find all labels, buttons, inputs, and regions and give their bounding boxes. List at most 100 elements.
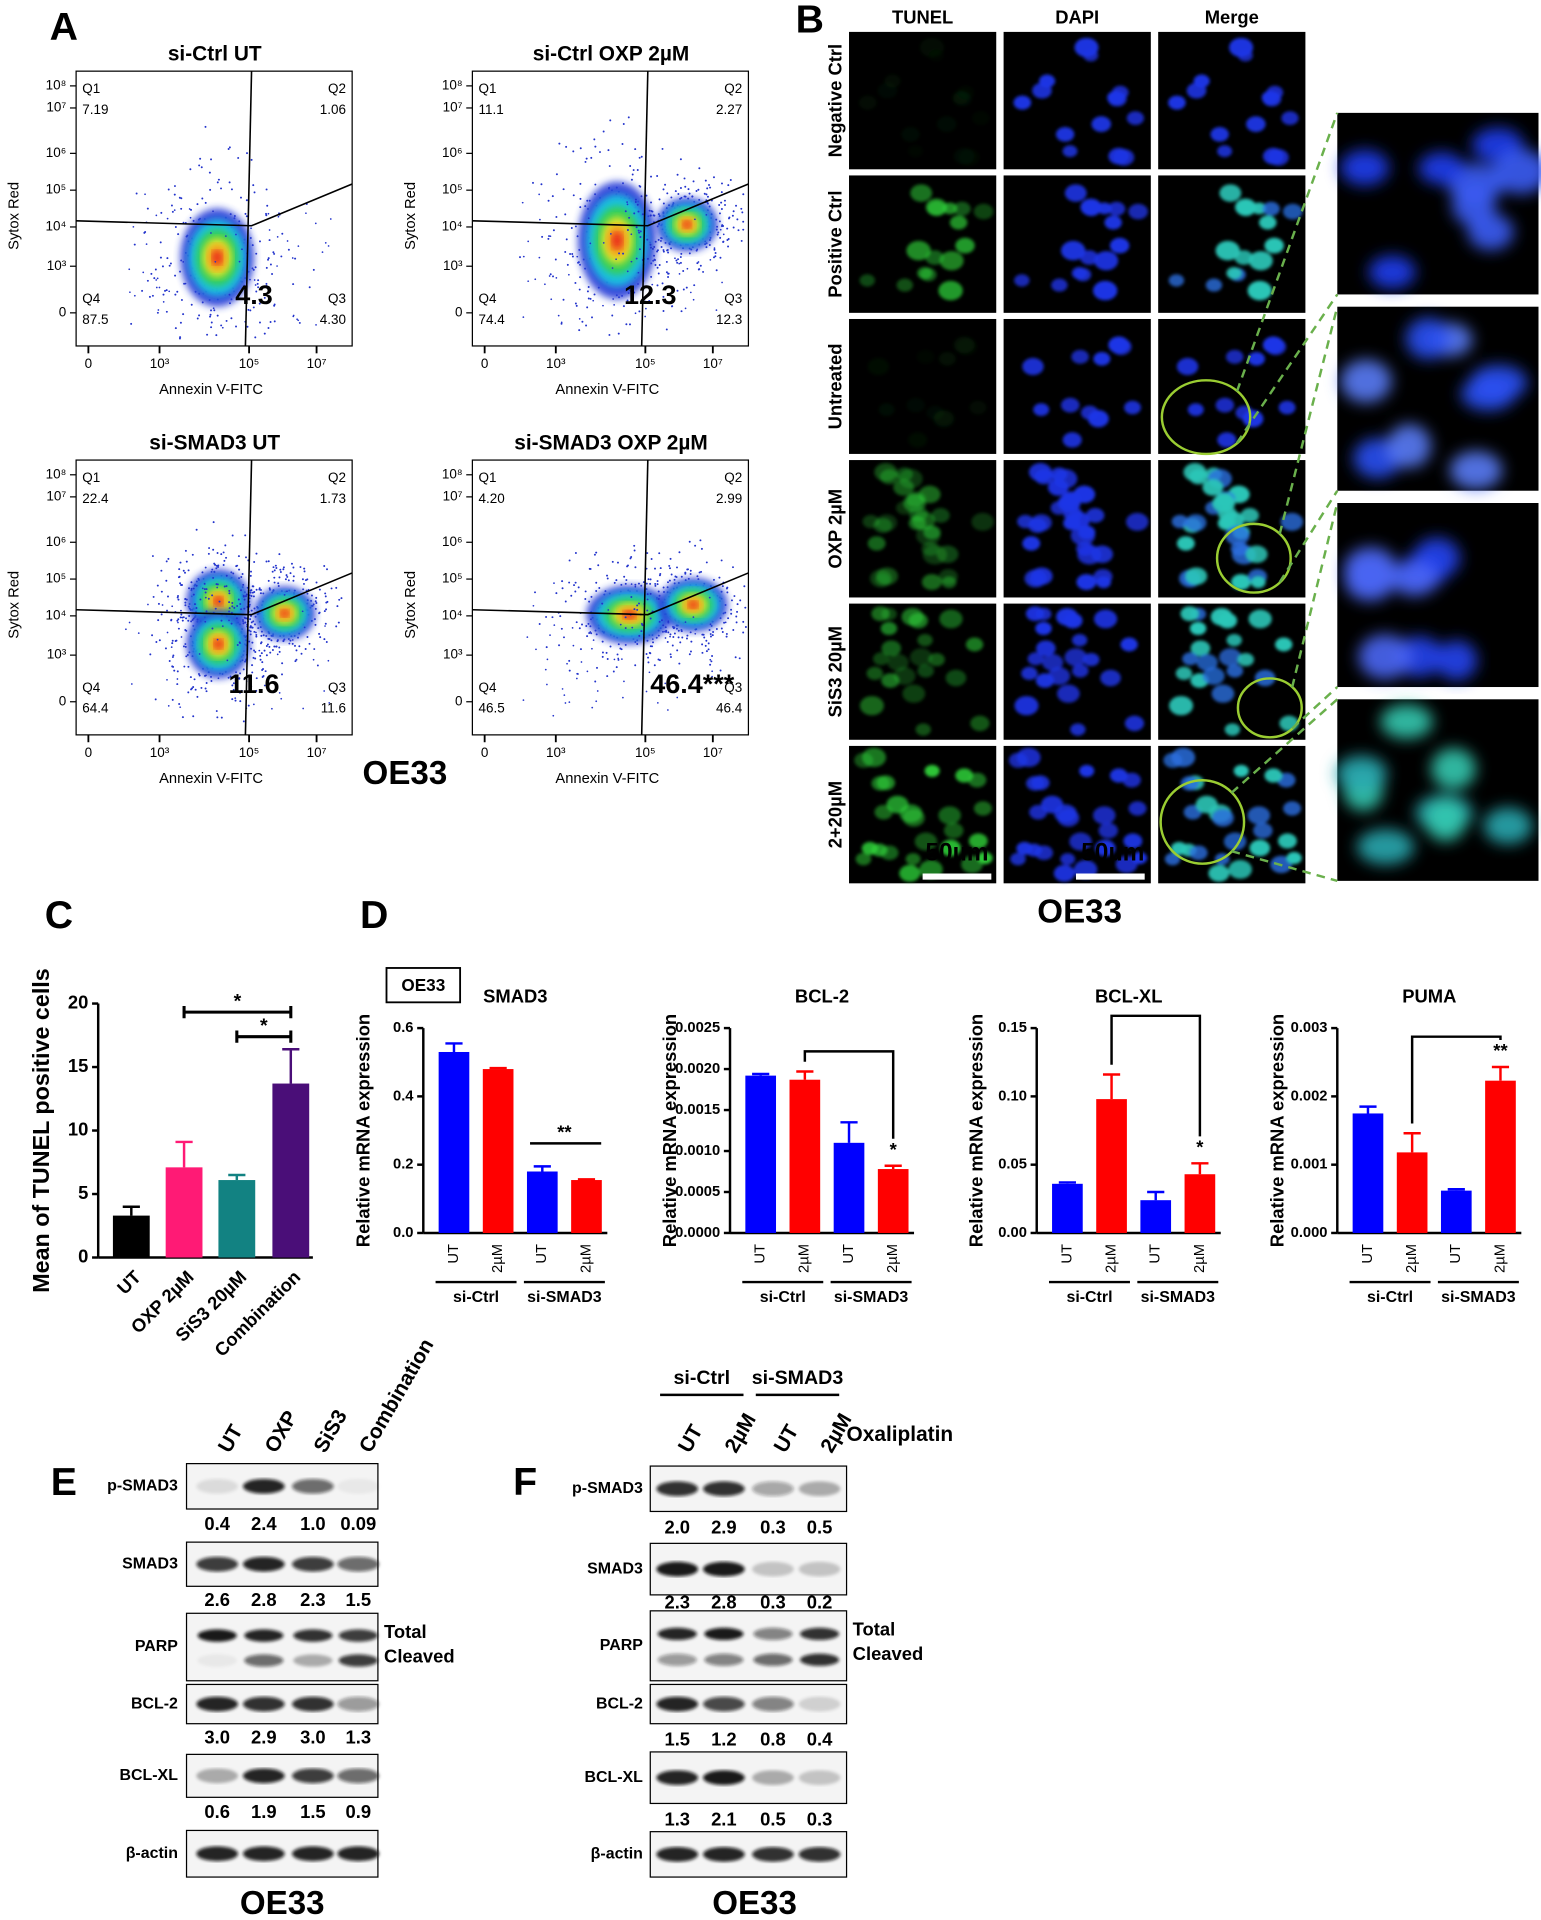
event-dot (323, 690, 326, 692)
band (752, 1847, 794, 1862)
event-dot (571, 252, 574, 255)
event-dot (220, 716, 223, 719)
event-dot (180, 207, 183, 210)
row-label: Untreated (825, 344, 846, 430)
y-tick-label: 10⁶ (46, 145, 67, 160)
event-dot (699, 539, 702, 542)
event-dot (290, 562, 293, 565)
event-dot (709, 623, 712, 626)
event-dot (703, 636, 706, 639)
event-dot (184, 645, 187, 648)
event-dot (659, 572, 662, 575)
y-tick-label: 0.6 (393, 1020, 413, 1036)
event-dot (651, 645, 654, 648)
cells (858, 37, 975, 165)
event-dot (538, 623, 541, 625)
event-dot (606, 658, 609, 661)
event-dot (273, 645, 276, 648)
group-label: si-SMAD3 (527, 1289, 602, 1306)
nucleus (936, 545, 959, 564)
event-dot (271, 570, 274, 573)
event-dot (255, 633, 258, 636)
y-tick-label: 10⁶ (442, 145, 463, 160)
event-dot (673, 578, 676, 581)
row-label: OXP 2µM (825, 489, 846, 569)
event-dot (609, 119, 612, 122)
nucleus (915, 723, 931, 736)
significance-label: ** (557, 1121, 572, 1142)
nucleus (1185, 567, 1208, 585)
event-dot (173, 209, 176, 211)
event-dot (700, 570, 703, 573)
row-label: SMAD3 (587, 1560, 643, 1577)
event-dot (276, 653, 279, 656)
cells (862, 463, 994, 591)
y-tick-label: 0.0025 (675, 1020, 720, 1036)
event-dot (650, 175, 653, 178)
event-dot (171, 605, 174, 608)
nucleus (1093, 352, 1111, 366)
event-dot (586, 199, 589, 202)
nucleus (902, 809, 925, 827)
event-dot (708, 244, 711, 246)
nucleus (1425, 798, 1466, 842)
nucleus (1282, 203, 1303, 220)
event-dot (677, 192, 680, 195)
nucleus (872, 652, 890, 666)
event-dot (615, 579, 618, 582)
nucleus (1253, 822, 1273, 839)
nucleus (1062, 145, 1078, 158)
nucleus (876, 514, 898, 532)
event-dot (638, 602, 640, 605)
event-dot (699, 264, 702, 267)
event-dot (581, 623, 583, 626)
event-dot (241, 573, 244, 575)
bar (112, 1215, 150, 1258)
event-dot (324, 622, 327, 625)
event-dot (146, 207, 149, 210)
event-dot (722, 241, 725, 244)
event-dot (324, 592, 327, 595)
event-dot (683, 177, 686, 180)
event-dot (193, 678, 196, 681)
zoom-connector (1290, 502, 1339, 688)
nucleus (1035, 621, 1052, 636)
event-dot (622, 305, 625, 308)
event-dot (255, 631, 257, 634)
event-dot (555, 215, 558, 218)
event-dot (733, 595, 736, 598)
row-label: SiS3 20µM (825, 626, 846, 717)
event-dot (627, 116, 630, 119)
group-label: si-SMAD3 (1441, 1289, 1516, 1306)
event-dot (195, 528, 198, 531)
band (703, 1770, 745, 1786)
quantification: 2.9 (251, 1726, 277, 1747)
event-dot (228, 181, 231, 184)
event-dot (626, 229, 629, 232)
event-dot (700, 547, 703, 550)
event-dot (162, 300, 165, 303)
event-dot (675, 259, 678, 262)
event-dot (130, 322, 133, 325)
event-dot (265, 188, 268, 191)
cells (1168, 184, 1303, 301)
y-tick-label: 10³ (443, 258, 463, 273)
event-dot (150, 272, 153, 275)
event-dot (201, 587, 204, 590)
error-bar (445, 1042, 463, 1052)
event-dot (713, 248, 716, 251)
event-dot (719, 228, 722, 231)
nucleus (977, 851, 993, 865)
nucleus (866, 666, 883, 680)
event-dot (171, 665, 174, 668)
event-dot (677, 258, 680, 261)
event-dot (646, 257, 649, 260)
nucleus (1236, 201, 1256, 217)
x-tick-label: 2µM (578, 1244, 594, 1273)
event-dot (165, 310, 168, 313)
nucleus (928, 652, 945, 667)
nucleus (1224, 723, 1241, 736)
nucleus (1358, 634, 1412, 680)
event-dot (210, 680, 213, 683)
band (656, 1481, 699, 1497)
